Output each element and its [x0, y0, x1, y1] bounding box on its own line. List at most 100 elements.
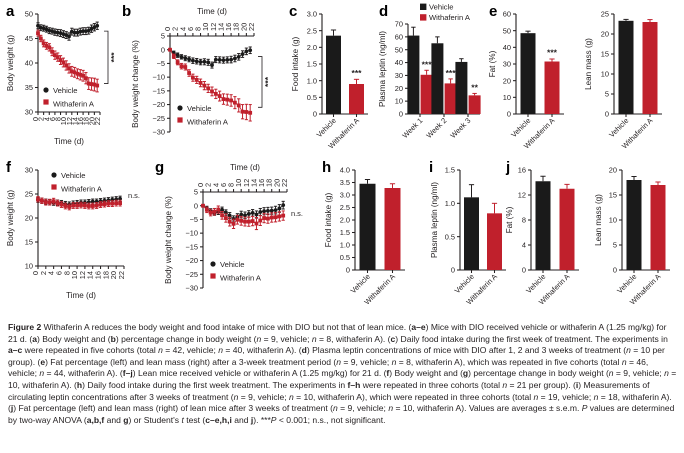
svg-text:18: 18	[265, 179, 274, 187]
svg-text:12: 12	[242, 179, 251, 187]
svg-text:0: 0	[399, 110, 403, 119]
svg-text:6: 6	[219, 183, 228, 187]
svg-text:Withaferin A: Withaferin A	[220, 273, 262, 282]
svg-text:4.0: 4.0	[340, 166, 350, 175]
svg-text:8: 8	[54, 117, 63, 121]
svg-text:Time (d): Time (d)	[197, 7, 227, 16]
svg-text:10: 10	[395, 97, 403, 106]
svg-text:22: 22	[93, 117, 102, 125]
svg-text:16: 16	[257, 179, 266, 187]
svg-text:Vehicle: Vehicle	[187, 104, 212, 113]
bar-withaferin-a	[642, 19, 658, 114]
svg-text:1.5: 1.5	[445, 166, 455, 175]
svg-text:0: 0	[605, 110, 609, 119]
svg-text:Food intake (g): Food intake (g)	[324, 192, 333, 247]
svg-text:16: 16	[224, 23, 233, 31]
bar-withaferin-a	[420, 69, 433, 114]
svg-text:50: 50	[503, 26, 511, 35]
svg-text:20: 20	[601, 30, 609, 39]
panel-e-fat-percentage: 0 10 20 30 40 50 60 Fat (%) Vehicle *** Withaferin…	[486, 0, 582, 152]
panel-letter-c: c	[289, 3, 298, 20]
svg-text:Vehicle: Vehicle	[61, 171, 86, 180]
svg-text:1.5: 1.5	[307, 60, 317, 69]
panel-i-plasma-leptin: 0 0.5 1.0 1.5 Plasma leptin (ng/ml) Vehicle Wi…	[426, 156, 514, 312]
svg-text:6: 6	[54, 271, 63, 275]
svg-text:10: 10	[70, 271, 79, 279]
panel-g-body-weight-change: 5 0 −5 −10 −15 −20 −25 −30 0 2 4 6 8 10 12 14 16 18 20 22 Bo…	[151, 156, 319, 312]
series-vehicle	[168, 46, 253, 69]
svg-text:16: 16	[76, 117, 85, 125]
svg-text:1.0: 1.0	[340, 241, 350, 250]
svg-text:14: 14	[249, 179, 258, 187]
svg-text:−20: −20	[152, 100, 165, 109]
svg-text:2.5: 2.5	[340, 203, 350, 212]
legend: Vehicle Withaferin A	[43, 86, 95, 108]
svg-text:2: 2	[37, 117, 46, 121]
svg-text:Plasma leptin (ng/ml): Plasma leptin (ng/ml)	[378, 31, 387, 107]
svg-text:5: 5	[613, 241, 617, 250]
svg-text:40: 40	[25, 59, 33, 68]
bar-vehicle	[431, 36, 444, 114]
figure-caption: Figure 2 Withaferin A reduces the body w…	[8, 322, 677, 425]
svg-text:Time (d): Time (d)	[66, 291, 96, 300]
svg-text:20: 20	[25, 214, 33, 223]
svg-text:0: 0	[507, 110, 511, 119]
significance-marker: ***	[446, 68, 457, 78]
svg-text:0.5: 0.5	[340, 253, 350, 262]
svg-text:4: 4	[47, 271, 56, 275]
svg-text:−30: −30	[185, 284, 198, 293]
svg-text:14: 14	[70, 117, 79, 125]
significance-marker: n.s.	[291, 209, 303, 218]
legend: Vehicle Withaferin A	[420, 2, 471, 22]
panel-g-chart: 50−5−10−15−20−25−300246810121416182022Bo…	[164, 163, 303, 293]
svg-text:5: 5	[605, 90, 609, 99]
svg-text:22: 22	[280, 179, 289, 187]
svg-text:0: 0	[346, 266, 350, 275]
bar-withaferin-a	[468, 92, 481, 114]
svg-text:30: 30	[25, 108, 33, 117]
svg-text:0: 0	[161, 45, 165, 54]
significance-marker: ***	[263, 76, 273, 87]
panel-c-food-intake: 0 0.5 1.0 1.5 2.0 2.5 3.0 Food intake (g) Vehicl…	[286, 0, 378, 152]
bar-withaferin-a	[487, 202, 502, 270]
svg-text:14: 14	[86, 271, 95, 279]
svg-text:0: 0	[31, 117, 40, 121]
svg-text:Lean mass (g): Lean mass (g)	[584, 38, 593, 90]
svg-text:20: 20	[87, 117, 96, 125]
category-label: Week 2	[424, 116, 448, 140]
svg-text:2.0: 2.0	[340, 216, 350, 225]
bar-vehicle	[326, 29, 341, 114]
svg-text:0: 0	[613, 266, 617, 275]
bar-vehicle	[618, 18, 634, 114]
svg-text:60: 60	[503, 10, 511, 19]
svg-text:40: 40	[503, 43, 511, 52]
panel-letter-g: g	[155, 159, 165, 176]
svg-text:45: 45	[25, 34, 33, 43]
svg-text:Withaferin A: Withaferin A	[187, 117, 229, 126]
category-label: Week 1	[400, 116, 424, 140]
svg-text:1.5: 1.5	[340, 228, 350, 237]
svg-text:2.0: 2.0	[307, 43, 317, 52]
svg-text:2: 2	[171, 27, 180, 31]
svg-text:18: 18	[82, 117, 91, 125]
category-label: Week 3	[448, 116, 472, 140]
bar-vehicle	[464, 184, 479, 270]
series-vehicle	[36, 21, 100, 41]
svg-text:Body weight (g): Body weight (g)	[6, 35, 15, 92]
svg-text:35: 35	[25, 83, 33, 92]
svg-text:2: 2	[39, 271, 48, 275]
svg-text:4: 4	[211, 183, 220, 187]
svg-text:20: 20	[272, 179, 281, 187]
svg-text:10: 10	[25, 262, 33, 271]
svg-text:0: 0	[196, 183, 205, 187]
svg-text:0.5: 0.5	[445, 232, 455, 241]
svg-text:4: 4	[42, 117, 51, 121]
svg-text:−10: −10	[185, 229, 198, 238]
svg-text:−15: −15	[185, 242, 198, 251]
svg-text:0: 0	[31, 271, 40, 275]
svg-text:1.0: 1.0	[445, 199, 455, 208]
svg-text:30: 30	[25, 166, 33, 175]
